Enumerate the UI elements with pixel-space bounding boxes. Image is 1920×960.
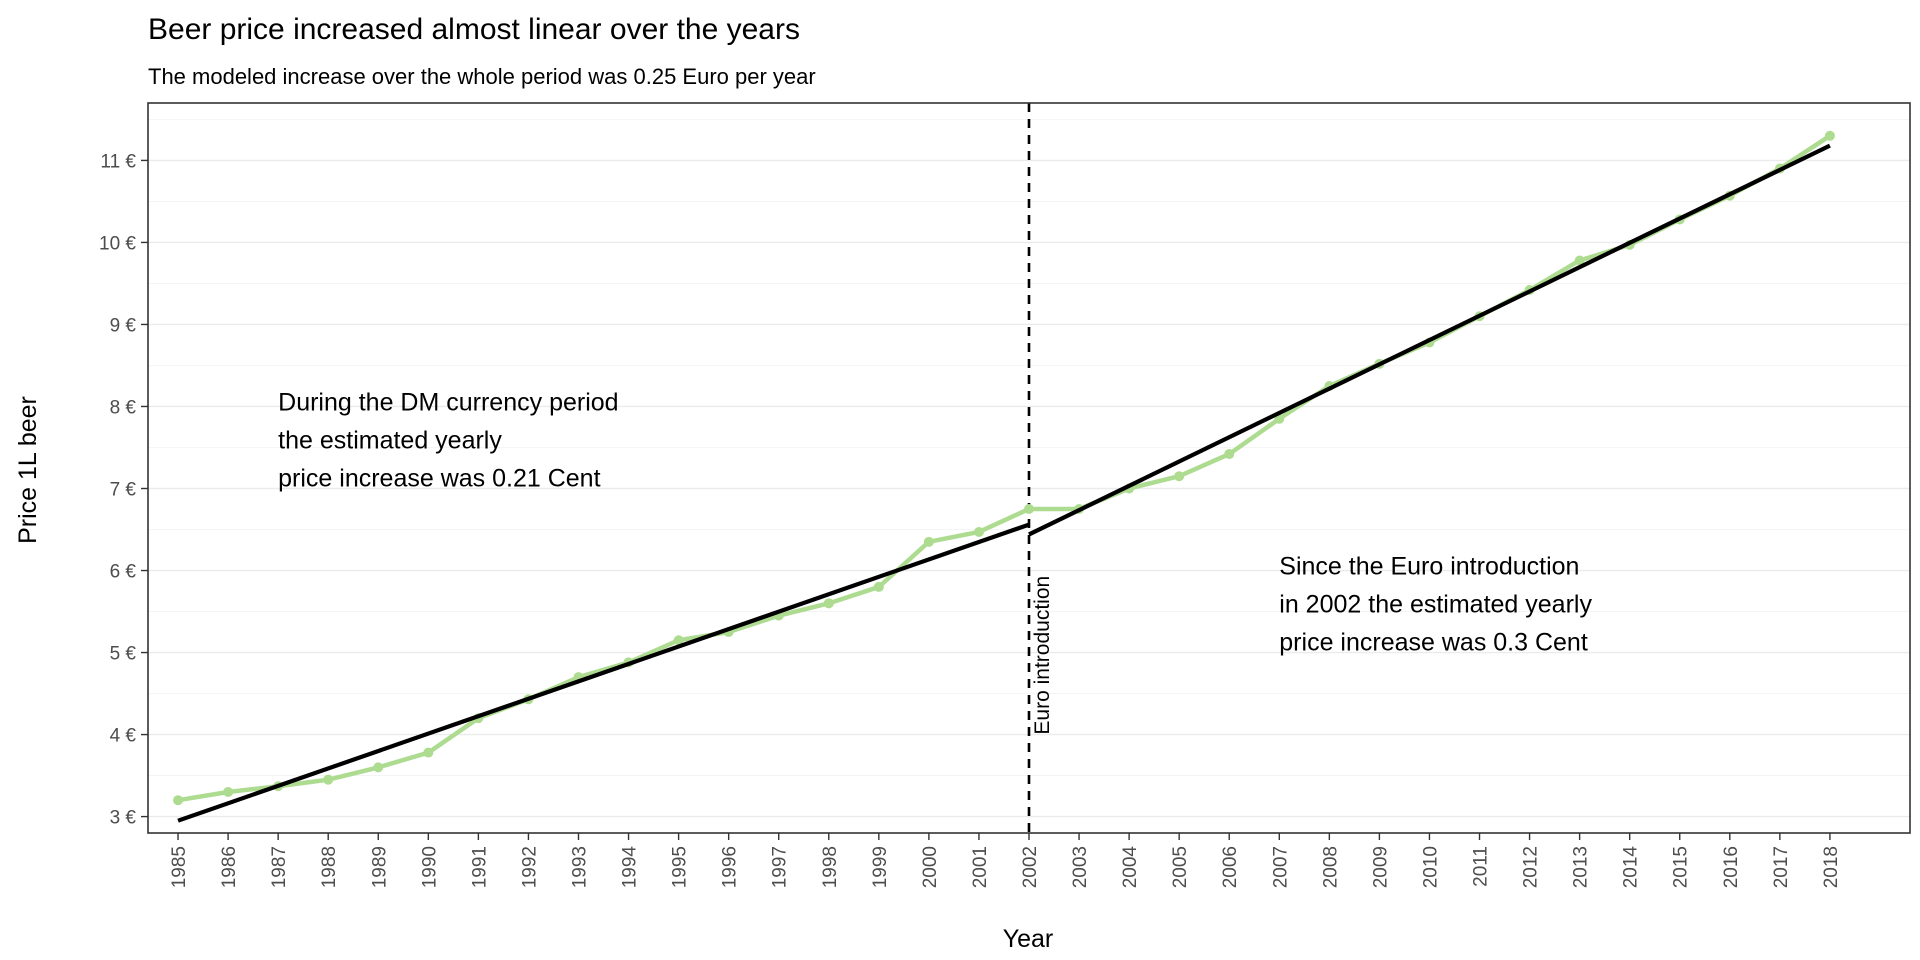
x-tick-label: 1997 [770, 846, 791, 888]
x-tick-label: 1995 [670, 846, 691, 888]
x-tick-label: 1998 [820, 846, 841, 888]
chart-title: Beer price increased almost linear over … [148, 13, 800, 46]
dm-period-fit-line [177, 522, 1030, 823]
y-tick-label: 5 € [110, 644, 137, 665]
price-point-1986 [223, 786, 234, 797]
y-tick-label: 8 € [110, 397, 137, 418]
x-tick-label: 1992 [519, 846, 540, 888]
x-tick-label: 1989 [369, 846, 390, 888]
price-point-1999 [873, 581, 884, 592]
x-tick-label: 2013 [1571, 846, 1592, 888]
price-point-1998 [823, 598, 834, 609]
dm-period-annotation: During the DM currency period the estimat… [278, 389, 618, 493]
annotation-line: During the DM currency period [278, 389, 618, 417]
y-axis: 3 € 4 € 5 € 6 € 7 € 8 € 9 € 10 € 11 € [99, 151, 148, 829]
price-point-2001 [973, 526, 984, 537]
y-tick-label: 6 € [110, 562, 137, 583]
x-tick-label: 1985 [169, 846, 190, 888]
x-tick-label: 2000 [920, 846, 941, 888]
price-point-2000 [923, 536, 934, 547]
x-tick-label: 2007 [1270, 846, 1291, 888]
x-tick-label: 2016 [1721, 846, 1742, 888]
x-tick-label: 1996 [720, 846, 741, 888]
price-point-1985 [173, 795, 184, 806]
price-line [177, 133, 1832, 803]
x-tick-label: 2003 [1070, 846, 1091, 888]
annotation-line: price increase was 0.3 Cent [1279, 629, 1588, 657]
price-point-2002 [1024, 504, 1034, 515]
x-tick-label: 2014 [1621, 846, 1642, 889]
y-tick-label: 10 € [99, 233, 136, 254]
x-tick-label: 2011 [1471, 846, 1492, 887]
price-point-1995 [673, 635, 684, 646]
y-tick-label: 7 € [110, 480, 137, 501]
price-point-2013 [1574, 255, 1585, 266]
x-tick-label: 2001 [970, 846, 991, 888]
x-tick-label: 2010 [1420, 846, 1441, 888]
euro-period-fit-line [1028, 143, 1831, 537]
price-point-2005 [1174, 471, 1185, 482]
x-tick-label: 1994 [620, 846, 641, 889]
x-tick-label: 2006 [1220, 846, 1241, 888]
x-axis: 1985 1986 1987 1988 1989 1990 1991 1992 1993 1994… [169, 833, 1842, 888]
x-tick-label: 1990 [419, 846, 440, 888]
x-tick-label: 1988 [319, 846, 340, 888]
x-tick-label: 2008 [1320, 846, 1341, 888]
euro-introduction-label: Euro introduction [1031, 576, 1054, 735]
x-tick-label: 1986 [219, 846, 240, 888]
x-tick-label: 2018 [1821, 846, 1842, 888]
chart-subtitle: The modeled increase over the whole peri… [148, 64, 816, 89]
x-tick-label: 2004 [1120, 846, 1141, 889]
annotations-layer: During the DM currency period the estimat… [278, 389, 1592, 657]
y-tick-label: 3 € [110, 808, 137, 829]
x-tick-label: 2012 [1521, 846, 1542, 888]
price-point-2018 [1824, 130, 1835, 141]
annotation-line: price increase was 0.21 Cent [278, 465, 600, 493]
euro-period-annotation: Since the Euro introduction in 2002 the e… [1279, 553, 1592, 657]
fit-lines-layer [177, 143, 1831, 823]
y-tick-label: 9 € [110, 315, 137, 336]
x-tick-label: 2002 [1020, 846, 1041, 888]
price-point-1990 [423, 747, 434, 758]
x-tick-label: 2005 [1170, 846, 1191, 888]
price-point-1988 [323, 774, 334, 785]
price-point-2006 [1224, 449, 1235, 460]
x-tick-label: 1991 [469, 846, 490, 888]
y-axis-title: Price 1L beer [14, 396, 42, 544]
x-tick-label: 2009 [1370, 846, 1391, 888]
annotation-line: the estimated yearly [278, 427, 502, 455]
x-tick-label: 2015 [1671, 846, 1692, 888]
x-axis-title: Year [1003, 925, 1054, 953]
y-tick-label: 11 € [100, 151, 136, 172]
x-tick-label: 1999 [870, 846, 891, 888]
annotation-line: in 2002 the estimated yearly [1279, 591, 1592, 619]
annotation-line: Since the Euro introduction [1279, 553, 1579, 581]
y-tick-label: 4 € [110, 726, 137, 747]
euro-introduction-line-layer: Euro introduction [1027, 103, 1054, 833]
price-point-1989 [373, 762, 384, 773]
x-tick-label: 1993 [569, 846, 590, 888]
x-tick-label: 1987 [269, 846, 290, 888]
x-tick-label: 2017 [1771, 846, 1792, 888]
